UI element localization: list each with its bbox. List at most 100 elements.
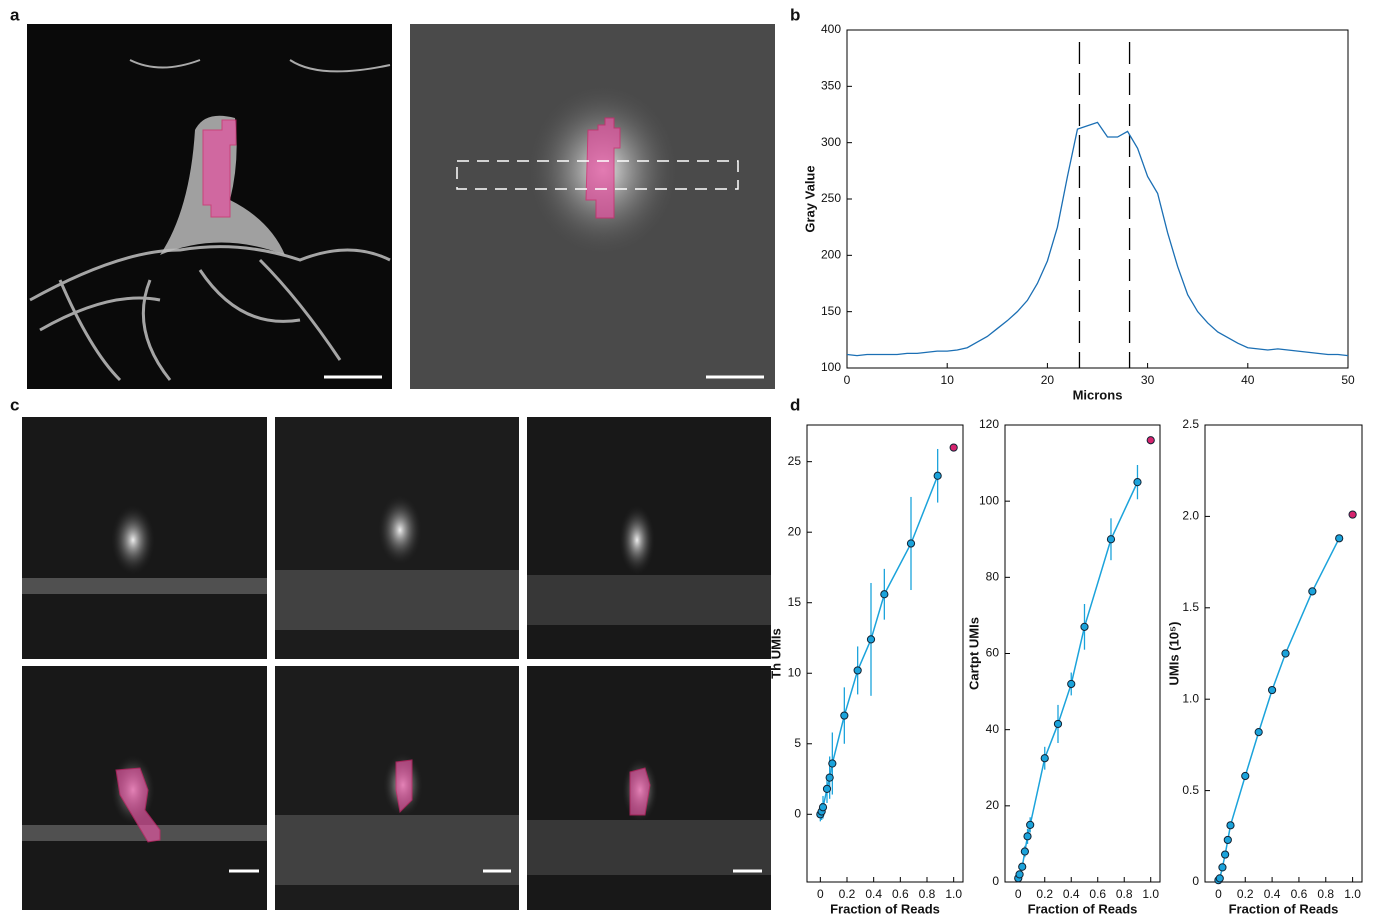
y-tick-label: 5	[794, 736, 801, 750]
data-point	[825, 773, 834, 782]
micrograph-grid	[22, 417, 771, 910]
x-tick-label: 0.6	[1089, 887, 1106, 901]
plot-frame	[1204, 424, 1363, 883]
panel-letter: a	[10, 5, 20, 24]
x-tick-label: 0.6	[1291, 887, 1308, 901]
y-axis-label: UMIs (10⁵)	[1166, 622, 1181, 686]
x-tick-label: 1.0	[1344, 887, 1361, 901]
y-axis-label: Cartpt UMIs	[966, 617, 981, 690]
data-line	[846, 121, 1349, 357]
data-point	[1281, 649, 1290, 658]
highlight-point	[1146, 436, 1155, 445]
x-tick-label: 0.2	[1036, 887, 1053, 901]
x-tick-label: 30	[1141, 373, 1155, 387]
data-point	[1223, 835, 1232, 845]
data-line	[1217, 537, 1340, 881]
data-point	[906, 539, 916, 548]
plot-frame	[846, 29, 1349, 369]
data-point	[1020, 847, 1029, 856]
x-tick-label: 0.4	[1063, 887, 1080, 901]
y-axis-label: Gray Value	[802, 165, 817, 232]
x-tick-label: 0.8	[1317, 887, 1334, 901]
y-axis-label: Th UMIs	[768, 628, 783, 679]
highlight-point	[949, 443, 958, 452]
x-tick-label: 0	[817, 887, 824, 901]
data-point	[1106, 535, 1116, 544]
data-point	[1053, 719, 1063, 729]
data-point	[1133, 478, 1142, 487]
data-point	[1226, 821, 1235, 830]
data-point	[1023, 832, 1032, 841]
highlight-point	[1348, 510, 1357, 519]
data-point	[1026, 820, 1035, 829]
x-axis-label: Fraction of Reads	[1229, 901, 1339, 916]
micrograph	[410, 24, 775, 389]
plot-frame	[806, 424, 964, 883]
y-tick-label: 0	[1192, 874, 1199, 888]
x-tick-label: 10	[941, 373, 955, 387]
x-tick-label: 0.4	[1264, 887, 1281, 901]
panel-letter: c	[10, 395, 19, 414]
y-tick-label: 25	[788, 454, 802, 468]
x-axis-label: Fraction of Reads	[830, 901, 940, 916]
data-point	[1018, 862, 1027, 871]
y-tick-label: 2.0	[1182, 509, 1199, 523]
x-tick-label: 0	[844, 373, 851, 387]
y-tick-label: 300	[821, 135, 841, 149]
data-point	[933, 471, 942, 480]
data-point	[822, 784, 832, 794]
y-tick-label: 200	[821, 248, 841, 262]
data-point	[818, 803, 828, 812]
y-tick-label: 20	[788, 524, 802, 538]
data-point	[1215, 874, 1224, 883]
data-point	[1067, 679, 1076, 689]
panel-letter: b	[790, 5, 800, 24]
data-line	[1017, 481, 1139, 879]
data-point	[1308, 587, 1317, 596]
x-tick-label: 0.8	[919, 887, 936, 901]
micrograph	[27, 24, 392, 389]
x-axis-label: Microns	[1073, 387, 1123, 402]
y-tick-label: 80	[986, 570, 1000, 584]
panel-letter: d	[790, 395, 800, 414]
data-point	[1040, 754, 1049, 763]
x-tick-label: 1.0	[1142, 887, 1159, 901]
y-tick-label: 100	[821, 360, 841, 374]
y-tick-label: 40	[986, 722, 1000, 736]
y-tick-label: 20	[986, 798, 1000, 812]
y-tick-label: 1.0	[1182, 691, 1199, 705]
data-point	[853, 666, 862, 675]
data-point	[840, 711, 849, 720]
y-tick-label: 15	[788, 595, 802, 609]
y-tick-label: 60	[986, 646, 1000, 660]
x-tick-label: 20	[1041, 373, 1055, 387]
y-tick-label: 10	[788, 665, 802, 679]
data-point	[1241, 771, 1250, 781]
y-tick-label: 150	[821, 304, 841, 318]
data-point	[1335, 534, 1344, 543]
data-point	[880, 590, 889, 599]
x-tick-label: 1.0	[945, 887, 962, 901]
data-point	[1267, 685, 1277, 695]
x-tick-label: 0.2	[1237, 887, 1254, 901]
y-tick-label: 400	[821, 22, 841, 36]
x-tick-label: 0.8	[1116, 887, 1133, 901]
data-line	[819, 475, 939, 815]
y-tick-label: 1.5	[1182, 600, 1199, 614]
x-tick-label: 0.2	[839, 887, 856, 901]
y-tick-label: 350	[821, 79, 841, 93]
x-tick-label: 0.6	[892, 887, 909, 901]
x-tick-label: 0	[1215, 887, 1222, 901]
data-point	[1015, 870, 1024, 879]
data-point	[1254, 728, 1263, 737]
x-axis-label: Fraction of Reads	[1028, 901, 1138, 916]
y-tick-label: 2.5	[1182, 417, 1199, 431]
y-tick-label: 0.5	[1182, 783, 1199, 797]
x-tick-label: 50	[1341, 373, 1355, 387]
y-tick-label: 250	[821, 191, 841, 205]
data-point	[1221, 850, 1230, 859]
data-point	[828, 759, 837, 768]
data-point	[1080, 622, 1089, 631]
y-tick-label: 0	[992, 874, 999, 888]
